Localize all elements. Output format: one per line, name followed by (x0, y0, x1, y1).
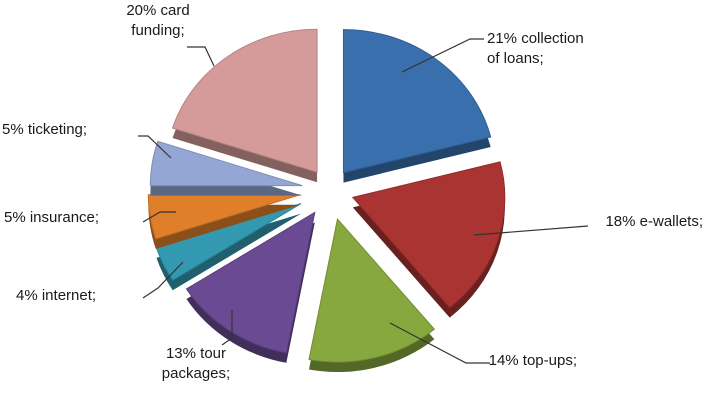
slice-label: 18% e-wallets; (605, 213, 703, 230)
slice-label: 5% insurance; (4, 209, 99, 226)
leader-line (221, 310, 233, 346)
pie-slice (171, 28, 318, 183)
pie-slice-side (156, 213, 302, 291)
slice-label: 21% collection of loans; (487, 30, 584, 67)
leader-line (138, 135, 172, 159)
pie-slice (351, 161, 506, 318)
leader-line (187, 46, 215, 67)
pie-slice (185, 211, 316, 363)
pie-slices (147, 28, 506, 373)
leader-line (473, 225, 589, 236)
leader-line (389, 322, 490, 364)
pie-slice (342, 29, 492, 183)
pie-slice (149, 140, 303, 196)
leader-line (142, 261, 184, 299)
slice-label: 5% ticketing; (2, 121, 87, 138)
slice-label: 13% tour packages; (162, 345, 230, 382)
slice-labels: 21% collection of loans; 18% e-wallets; 14%… (2, 2, 703, 382)
slice-label: 14% top-ups; (489, 352, 577, 369)
pie-slice-face (185, 211, 316, 354)
leader-line (142, 211, 176, 223)
pie-slice-face (171, 28, 318, 173)
pie-slice-face (149, 140, 303, 187)
slice-label: 20% card funding; (126, 2, 189, 39)
leader-lines (138, 38, 589, 364)
pie-slice (147, 194, 301, 249)
pie-slice-face (342, 29, 492, 174)
pie-slice (308, 217, 436, 373)
slice-label: 4% internet; (16, 287, 96, 304)
pie-slice-face (308, 217, 436, 363)
leader-line (401, 38, 484, 73)
pie-slice-face (351, 161, 506, 309)
